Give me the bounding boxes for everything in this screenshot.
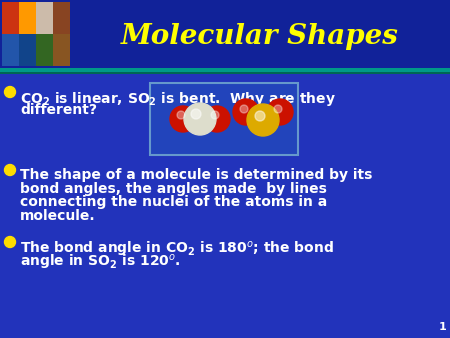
Bar: [36, 34, 53, 66]
Circle shape: [211, 111, 219, 119]
Circle shape: [247, 104, 279, 136]
Bar: [150, 83, 298, 155]
Circle shape: [4, 165, 15, 175]
Bar: [53, 2, 70, 34]
Circle shape: [191, 109, 201, 119]
Bar: [19, 34, 36, 66]
Bar: [2, 34, 19, 66]
Bar: [19, 2, 36, 34]
Circle shape: [240, 105, 248, 113]
Text: The shape of a molecule is determined by its: The shape of a molecule is determined by…: [20, 168, 373, 182]
Text: 1: 1: [438, 322, 446, 332]
Circle shape: [255, 111, 265, 121]
Circle shape: [4, 237, 15, 247]
Bar: [0, 68, 450, 72]
Circle shape: [184, 103, 216, 135]
Text: angle in $\mathbf{SO_2}$ is 120$^o$.: angle in $\mathbf{SO_2}$ is 120$^o$.: [20, 254, 181, 272]
Text: Molecular Shapes: Molecular Shapes: [121, 23, 399, 49]
Bar: [2, 2, 19, 34]
Text: The bond angle in $\mathbf{CO_2}$ is 180$^o$; the bond: The bond angle in $\mathbf{CO_2}$ is 180…: [20, 240, 334, 259]
Circle shape: [177, 111, 185, 119]
Text: bond angles, the angles made  by lines: bond angles, the angles made by lines: [20, 182, 327, 195]
Text: $\mathbf{CO_2}$ is linear, $\mathbf{SO_2}$ is bent.  Why are they: $\mathbf{CO_2}$ is linear, $\mathbf{SO_2…: [20, 90, 336, 108]
Circle shape: [4, 87, 15, 97]
Bar: [36, 2, 53, 34]
Text: connecting the nuclei of the atoms in a: connecting the nuclei of the atoms in a: [20, 195, 327, 209]
Circle shape: [267, 99, 293, 125]
Circle shape: [204, 106, 230, 132]
Circle shape: [170, 106, 196, 132]
Circle shape: [274, 105, 282, 113]
Bar: [0, 0, 450, 68]
Bar: [53, 34, 70, 66]
Text: molecule.: molecule.: [20, 209, 95, 222]
Bar: [0, 72, 450, 74]
Circle shape: [233, 99, 259, 125]
Text: different?: different?: [20, 103, 97, 118]
